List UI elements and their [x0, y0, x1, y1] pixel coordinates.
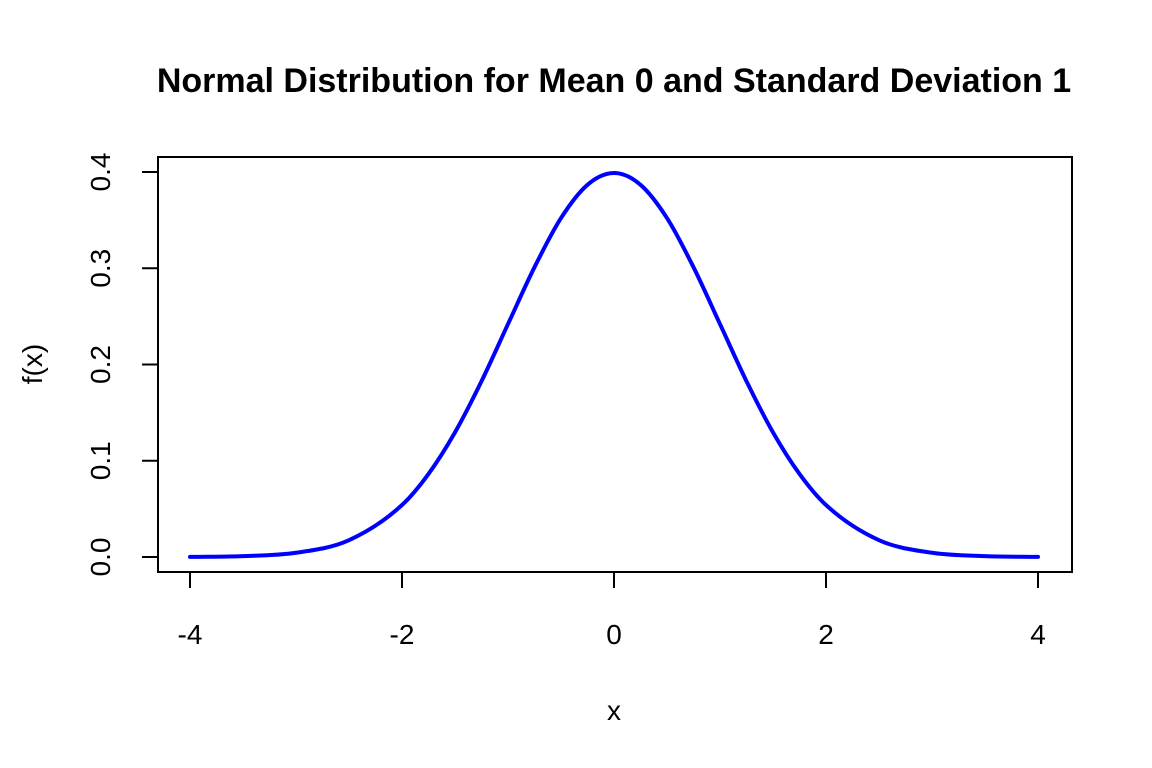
y-tick-label: 0.1	[85, 441, 116, 480]
y-tick-label: 0.3	[85, 249, 116, 288]
x-axis: -4 -2 0 2 4	[178, 571, 1046, 650]
x-tick-label: 4	[1030, 619, 1046, 650]
x-tick-label: -4	[178, 619, 203, 650]
x-tick-label: 2	[818, 619, 834, 650]
series-line	[188, 171, 1040, 559]
y-tick-label: 0.0	[85, 538, 116, 577]
chart-title: Normal Distribution for Mean 0 and Stand…	[157, 62, 1071, 100]
x-tick-label: 0	[606, 619, 622, 650]
plot-frame	[157, 156, 1073, 573]
y-axis-label: f(x)	[17, 344, 48, 384]
y-tick-label: 0.4	[85, 153, 116, 192]
y-tick-label: 0.2	[85, 345, 116, 384]
y-axis: 0.0 0.1 0.2 0.3 0.4	[85, 153, 159, 577]
x-tick-label: -2	[390, 619, 415, 650]
x-axis-label: x	[607, 695, 621, 726]
